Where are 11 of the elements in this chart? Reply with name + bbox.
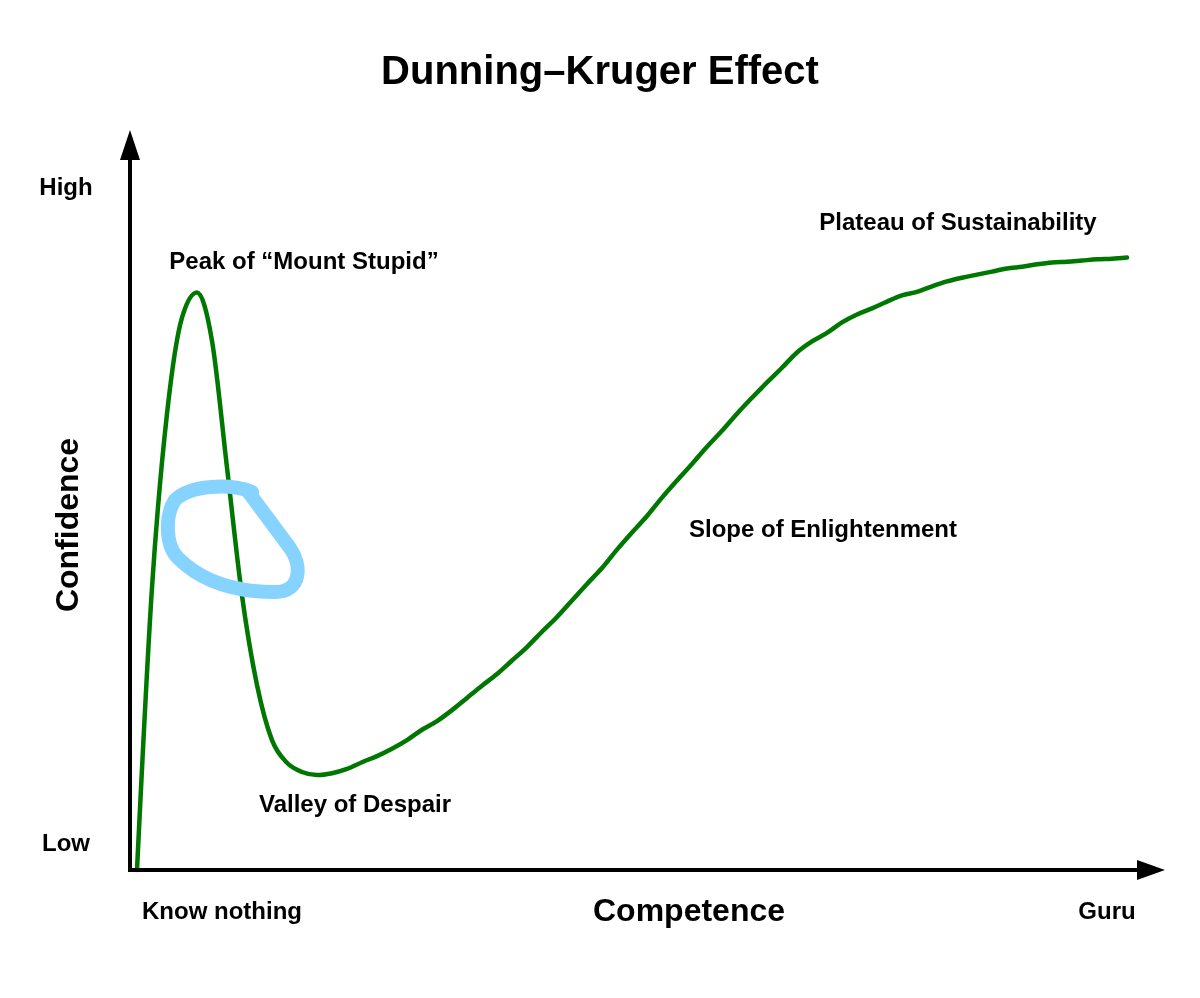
text: Low: [42, 829, 91, 856]
chart-title: Dunning–Kruger Effect: [381, 48, 819, 92]
y-axis-title: Confidence: [49, 437, 85, 613]
text: High: [39, 173, 93, 200]
text: Know nothing: [142, 897, 302, 924]
annotation: Peak of “Mount Stupid”: [169, 247, 439, 274]
annotation: Valley of Despair: [258, 790, 452, 817]
text: Plateau of Sustainability: [819, 208, 1098, 235]
x-axis-title: Competence: [592, 892, 786, 928]
text: Guru: [1078, 897, 1136, 924]
annotation: Slope of Enlightenment: [689, 515, 957, 542]
